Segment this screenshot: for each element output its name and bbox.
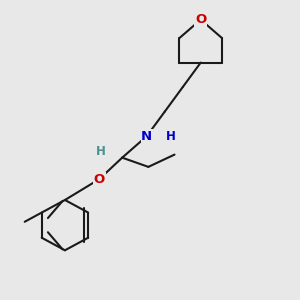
Text: N: N (141, 130, 152, 143)
Text: O: O (195, 13, 206, 26)
Text: H: H (166, 130, 176, 143)
Text: O: O (94, 172, 105, 186)
Text: H: H (96, 145, 106, 158)
